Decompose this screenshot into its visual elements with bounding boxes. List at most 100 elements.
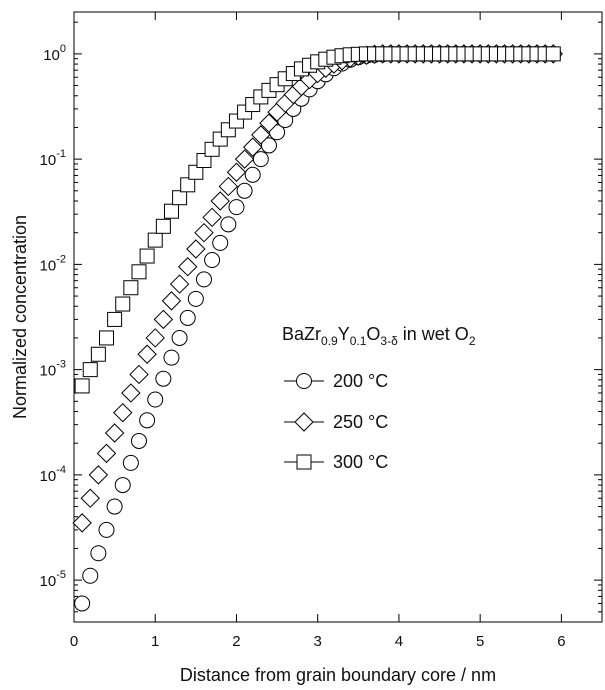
data-point	[260, 137, 277, 154]
data-point	[545, 46, 561, 62]
data-point	[106, 498, 123, 515]
y-tick-exp: -3	[56, 359, 66, 371]
data-point	[74, 595, 91, 612]
data-point	[169, 274, 190, 294]
data-point	[74, 378, 90, 394]
legend-label-300: 300 °C	[333, 452, 388, 472]
data-point	[163, 203, 179, 219]
y-tick-label: 10-3	[40, 359, 66, 380]
data-point	[186, 239, 206, 259]
y-tick-base: 10	[40, 152, 57, 169]
legend-title-part: Y	[338, 324, 350, 344]
y-tick-label: 100	[43, 43, 66, 64]
data-point	[172, 190, 188, 206]
data-point	[202, 207, 222, 228]
series-layer	[72, 44, 563, 612]
data-point	[179, 309, 196, 326]
data-point	[234, 149, 255, 169]
data-point	[212, 234, 229, 251]
plot-frame	[73, 11, 603, 623]
axis-ticks	[73, 12, 602, 623]
data-point	[104, 423, 125, 443]
y-tick-base: 10	[40, 468, 57, 485]
data-point	[226, 162, 247, 182]
x-tick-labels: 0 1 2 3 4 5 6	[70, 633, 566, 650]
x-axis-label: Distance from grain boundary core / nm	[180, 665, 496, 685]
data-point	[228, 199, 245, 216]
data-point	[259, 113, 279, 133]
data-point	[115, 296, 131, 312]
data-point	[72, 513, 92, 533]
legend: BaZr0.9Y0.1O3-δ in wet O2 200 °C 250 °C …	[282, 324, 476, 472]
x-tick-label: 2	[232, 633, 240, 650]
data-point	[147, 391, 164, 408]
data-point	[130, 432, 147, 449]
data-point	[218, 176, 239, 197]
legend-title: BaZr0.9Y0.1O3-δ in wet O2	[282, 324, 476, 348]
data-point	[96, 443, 117, 464]
y-tick-label: 10-5	[40, 569, 66, 590]
data-point	[195, 271, 212, 288]
data-point	[236, 182, 253, 199]
legend-entry-300: 300 °C	[284, 452, 388, 472]
data-point	[113, 402, 133, 423]
data-point	[131, 264, 147, 280]
data-point	[155, 218, 171, 234]
y-tick-label: 10-1	[40, 148, 66, 169]
data-point	[90, 346, 106, 362]
data-point	[114, 477, 131, 494]
data-point	[139, 412, 156, 429]
legend-title-part: O	[366, 324, 380, 344]
data-point	[147, 232, 163, 248]
legend-title-sub: 3-δ	[380, 334, 398, 348]
legend-title-part: in wet O	[398, 324, 469, 344]
data-point	[155, 370, 172, 387]
data-point	[187, 290, 204, 307]
legend-square-marker	[296, 454, 312, 470]
data-point	[171, 329, 188, 346]
legend-circle-marker	[296, 373, 312, 389]
legend-diamond-marker	[294, 412, 314, 432]
legend-title-sub: 2	[469, 334, 476, 348]
data-point	[137, 344, 157, 364]
data-point	[82, 567, 99, 584]
legend-label-200: 200 °C	[333, 371, 388, 391]
data-point	[98, 521, 115, 538]
x-tick-label: 3	[314, 633, 322, 650]
data-point	[121, 383, 141, 403]
data-point	[161, 291, 182, 311]
data-point	[178, 257, 198, 277]
data-point	[153, 309, 174, 330]
y-tick-base: 10	[40, 573, 57, 590]
data-point	[269, 124, 286, 141]
y-tick-exp: -5	[56, 569, 66, 581]
data-point	[243, 137, 263, 157]
data-point	[163, 349, 180, 366]
legend-entry-250: 250 °C	[284, 412, 388, 432]
series-square	[74, 46, 561, 394]
legend-title-sub: 0.9	[321, 334, 338, 348]
data-point	[220, 216, 237, 233]
data-point	[90, 545, 107, 562]
y-tick-label: 10-4	[40, 464, 66, 485]
data-point	[196, 153, 212, 169]
y-tick-base: 10	[40, 363, 57, 380]
data-point	[98, 330, 114, 346]
y-tick-base: 10	[43, 47, 60, 64]
x-tick-label: 4	[395, 633, 403, 650]
data-point	[210, 191, 230, 211]
series-diamond	[72, 44, 563, 533]
data-point	[122, 454, 139, 471]
data-point	[194, 222, 214, 243]
x-tick-label: 5	[476, 633, 484, 650]
data-point	[88, 465, 109, 485]
data-point	[107, 311, 123, 327]
y-tick-label: 10-2	[40, 253, 66, 274]
data-point	[204, 252, 221, 269]
y-tick-exp: 0	[60, 43, 66, 55]
y-tick-exp: -4	[56, 464, 66, 476]
data-point	[251, 125, 271, 145]
data-point	[244, 166, 261, 183]
